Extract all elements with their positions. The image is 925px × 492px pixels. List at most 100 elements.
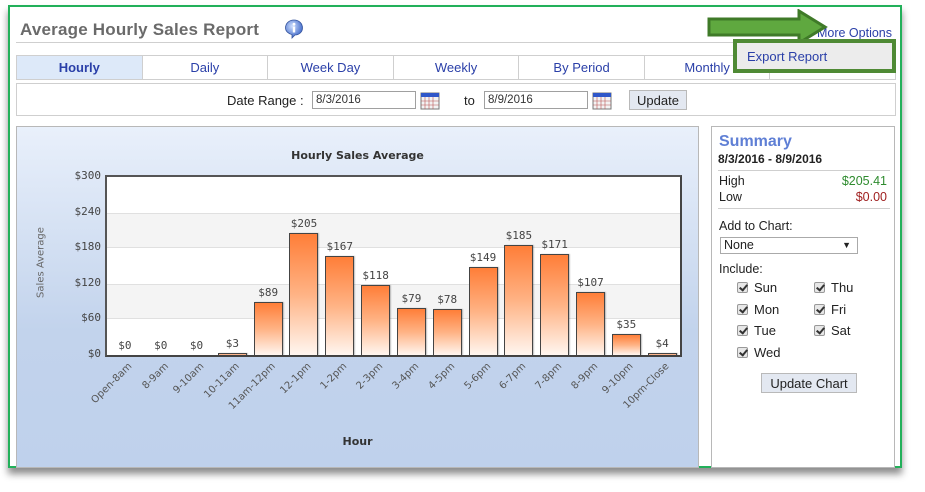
checkbox-label: Thu — [831, 280, 854, 295]
checkbox-mon[interactable]: Mon — [737, 302, 779, 317]
chart-bar[interactable] — [468, 266, 498, 355]
chart-bar[interactable] — [611, 334, 641, 355]
chart-title: Hourly Sales Average — [291, 149, 424, 162]
chart-bar[interactable] — [432, 308, 462, 355]
chevron-down-icon: ▼ — [842, 240, 851, 250]
calendar-icon[interactable] — [420, 92, 440, 110]
y-tick-label: $60 — [81, 311, 101, 325]
checkbox-checked-icon — [814, 282, 825, 293]
bar-value-label: $0 — [189, 339, 204, 352]
bar-value-label: $171 — [541, 237, 568, 251]
bar-value-label: $0 — [118, 339, 132, 352]
checkbox-fri[interactable]: Fri — [814, 302, 846, 317]
x-tick-label: 9-10am — [171, 361, 207, 397]
chart-bar[interactable] — [325, 255, 355, 355]
checkbox-tue[interactable]: Tue — [737, 323, 776, 338]
page-title: Average Hourly Sales Report — [20, 20, 260, 39]
bar-value-label: $78 — [437, 292, 458, 306]
bar-value-label: $205 — [290, 217, 318, 231]
x-tick-label: 4-5pm — [426, 361, 457, 392]
date-range-label: Date Range : — [227, 93, 304, 108]
chart-bar[interactable] — [361, 285, 391, 355]
x-tick-label: 7-8pm — [533, 361, 565, 392]
bar-value-label: $0 — [154, 339, 168, 352]
x-tick-label: 9-10pm — [600, 361, 637, 397]
grid-band — [107, 212, 680, 249]
summary-date-range: 8/3/2016 - 8/9/2016 — [718, 152, 823, 166]
chart-bar[interactable] — [396, 308, 426, 355]
checkbox-sun[interactable]: Sun — [737, 280, 777, 295]
summary-panel: Summary 8/3/2016 - 8/9/2016 High $205.41… — [711, 126, 895, 468]
to-label: to — [464, 93, 475, 108]
x-tick-label: 8-9pm — [569, 361, 601, 392]
tab-week-day[interactable]: Week Day — [268, 56, 394, 79]
report-tabs: Hourly Daily Week Day Weekly By Period M… — [16, 55, 896, 80]
update-chart-button[interactable]: Update Chart — [761, 373, 857, 393]
bar-value-label: $118 — [362, 268, 389, 282]
add-to-chart-select[interactable]: None ▼ — [720, 237, 858, 254]
checkbox-checked-icon — [737, 325, 748, 336]
x-tick-label: 5-6pm — [462, 361, 493, 392]
y-tick-label: $180 — [74, 240, 102, 254]
tab-daily[interactable]: Daily — [143, 56, 269, 79]
chart-bar[interactable] — [504, 245, 534, 355]
annotation-arrow-icon — [707, 9, 828, 46]
tab-weekly[interactable]: Weekly — [394, 56, 520, 79]
x-axis-label: Hour — [342, 435, 373, 448]
checkbox-checked-icon — [814, 325, 825, 336]
divider — [718, 170, 890, 171]
high-value: $205.41 — [841, 174, 887, 188]
chart-bar[interactable] — [647, 352, 677, 355]
tab-hourly[interactable]: Hourly — [17, 56, 143, 79]
report-frame: Average Hourly Sales Report More Options… — [8, 5, 902, 468]
date-range-row: Date Range : to Update — [16, 83, 896, 116]
plot-area: $0 $0 $0 $3 $89 $205 $167 $118 $79 $78 $149 $185 $17… — [105, 175, 682, 357]
chart-bar[interactable] — [217, 353, 247, 355]
y-axis-label: Sales Average — [35, 227, 47, 298]
bar-value-label: $3 — [225, 337, 239, 351]
bar-value-label: $79 — [401, 292, 422, 306]
summary-title: Summary — [719, 133, 792, 150]
checkbox-thu[interactable]: Thu — [814, 280, 853, 295]
checkbox-label: Mon — [754, 302, 780, 317]
bar-value-label: $4 — [655, 336, 669, 350]
bar-value-label: $107 — [577, 275, 604, 289]
checkbox-label: Sat — [831, 323, 851, 338]
tab-by-period[interactable]: By Period — [519, 56, 645, 79]
checkbox-label: Tue — [754, 323, 776, 338]
add-to-chart-value: None — [724, 238, 754, 252]
x-tick-label: 3-4pm — [390, 361, 422, 392]
chart-bar[interactable] — [575, 291, 605, 355]
checkbox-label: Wed — [754, 345, 781, 360]
start-date-input[interactable] — [312, 91, 416, 109]
y-tick-label: $300 — [74, 169, 102, 182]
export-report-menu-item[interactable]: Export Report — [733, 39, 896, 73]
low-value: $0.00 — [855, 190, 887, 204]
x-tick-label: 12-1pm — [278, 361, 314, 397]
x-tick-label: 2-3pm — [354, 361, 386, 392]
calendar-icon[interactable] — [592, 92, 612, 110]
update-button[interactable]: Update — [629, 90, 687, 110]
chart-bar[interactable] — [253, 302, 283, 355]
checkbox-sat[interactable]: Sat — [814, 323, 851, 338]
chart-bar[interactable] — [540, 253, 570, 355]
bar-value-label: $185 — [505, 229, 533, 243]
high-label: High — [719, 174, 745, 188]
x-tick-label: 6-7pm — [497, 361, 529, 392]
y-tick-label: $240 — [74, 204, 102, 218]
export-report-label: Export Report — [747, 49, 828, 64]
bar-value-label: $149 — [469, 250, 497, 264]
y-tick-label: $120 — [74, 275, 102, 289]
checkbox-checked-icon — [737, 282, 748, 293]
bar-value-label: $35 — [616, 318, 637, 332]
x-tick-label: 1-2pm — [318, 361, 350, 392]
include-label: Include: — [719, 262, 763, 276]
end-date-input[interactable] — [484, 91, 588, 109]
title-row: Average Hourly Sales Report More Options — [16, 13, 896, 43]
chart-bar[interactable] — [289, 233, 319, 355]
info-icon[interactable] — [284, 19, 304, 39]
checkbox-wed[interactable]: Wed — [737, 345, 781, 360]
more-options-link[interactable]: More Options — [816, 26, 892, 40]
checkbox-checked-icon — [814, 304, 825, 315]
add-to-chart-label: Add to Chart: — [719, 219, 793, 233]
